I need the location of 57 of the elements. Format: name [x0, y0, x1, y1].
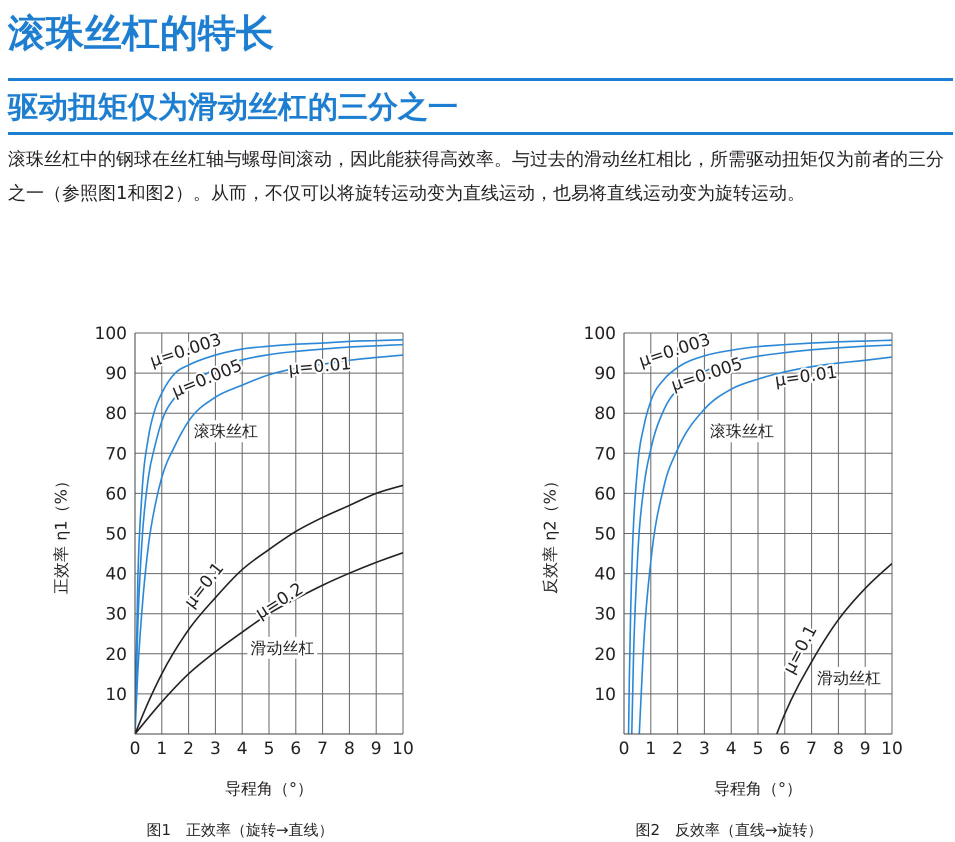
y-axis-title: 反效率 η2（%）	[540, 473, 560, 594]
caption: 图2 反效率（直线→旋转）	[634, 821, 824, 840]
x-tick-label: 5	[752, 739, 764, 760]
text: 滚珠丝杠中的钢球在丝杠轴与螺母间滚动，因此能获得高效率。与过去的滑动丝杠相比，所需驱动扭矩仅为前者的三分之一（参照图1和图2）。从而，不仅可以将旋转运动变为直线运动，也易将直线运动变为旋转运动。	[8, 148, 945, 206]
x-tick-label: 3	[698, 739, 710, 760]
x-tick-label: 5	[264, 739, 274, 760]
y-tick-label: 100	[584, 324, 616, 344]
y-tick-label: 60	[105, 484, 127, 504]
x-tick-label: 2	[183, 739, 194, 760]
x-axis-title: 导程角（°）	[714, 779, 802, 798]
x-tick-label: 10	[392, 739, 414, 760]
annotation: 滑动丝杠	[250, 638, 314, 658]
x-tick-label: 10	[881, 739, 903, 760]
y-axis-title: 正效率 η1（%）	[52, 473, 71, 594]
x-tick-label: 4	[236, 739, 248, 760]
x-tick-label: 8	[344, 739, 355, 760]
y-tick-label: 90	[105, 364, 127, 384]
y-tick-label: 10	[105, 684, 127, 705]
x-tick-label: 6	[290, 739, 302, 760]
x-tick-label: 0	[618, 739, 630, 760]
annotation: 滚珠丝杠	[710, 422, 774, 441]
text: μ=0.01	[774, 362, 839, 392]
y-tick-label: 40	[105, 564, 127, 585]
x-tick-label: 4	[726, 739, 737, 760]
y-tick-label: 20	[594, 644, 616, 665]
y-tick-label: 60	[594, 484, 616, 504]
x-tick-label: 9	[860, 739, 871, 760]
y-tick-label: 70	[594, 444, 616, 464]
x-tick-label: 1	[156, 739, 168, 760]
chart-title: 滚珠丝杠的特长	[8, 10, 274, 57]
y-tick-label: 100	[94, 324, 127, 344]
series-label: μ=0.01	[288, 354, 352, 380]
y-tick-label: 30	[105, 604, 127, 625]
y-tick-label: 20	[105, 644, 127, 665]
x-tick-label: 8	[832, 739, 844, 760]
x-tick-label: 7	[317, 739, 328, 760]
y-tick-label: 50	[594, 524, 616, 545]
y-tick-label: 50	[105, 524, 127, 545]
x-tick-label: 2	[672, 739, 684, 760]
x-tick-label: 6	[779, 739, 790, 760]
y-tick-label: 90	[594, 364, 616, 384]
caption: 图1 正效率（旋转→直线）	[145, 821, 335, 840]
y-tick-label: 30	[594, 604, 616, 625]
y-tick-label: 80	[594, 404, 616, 424]
x-tick-label: 7	[806, 739, 818, 760]
x-tick-label: 3	[210, 739, 221, 760]
x-axis-title: 导程角（°）	[225, 779, 313, 798]
y-tick-label: 10	[594, 684, 616, 705]
x-tick-label: 9	[370, 739, 382, 760]
annotation: 滑动丝杠	[817, 668, 882, 688]
y-tick-label: 70	[105, 444, 127, 464]
y-tick-label: 80	[105, 404, 127, 424]
annotation: 滚珠丝杠	[194, 422, 258, 441]
chart-subtitle: 驱动扭矩仅为滑动丝杠的三分之一	[8, 78, 953, 135]
y-tick-label: 40	[594, 564, 616, 585]
x-tick-label: 1	[645, 739, 656, 760]
x-tick-label: 0	[130, 739, 140, 760]
